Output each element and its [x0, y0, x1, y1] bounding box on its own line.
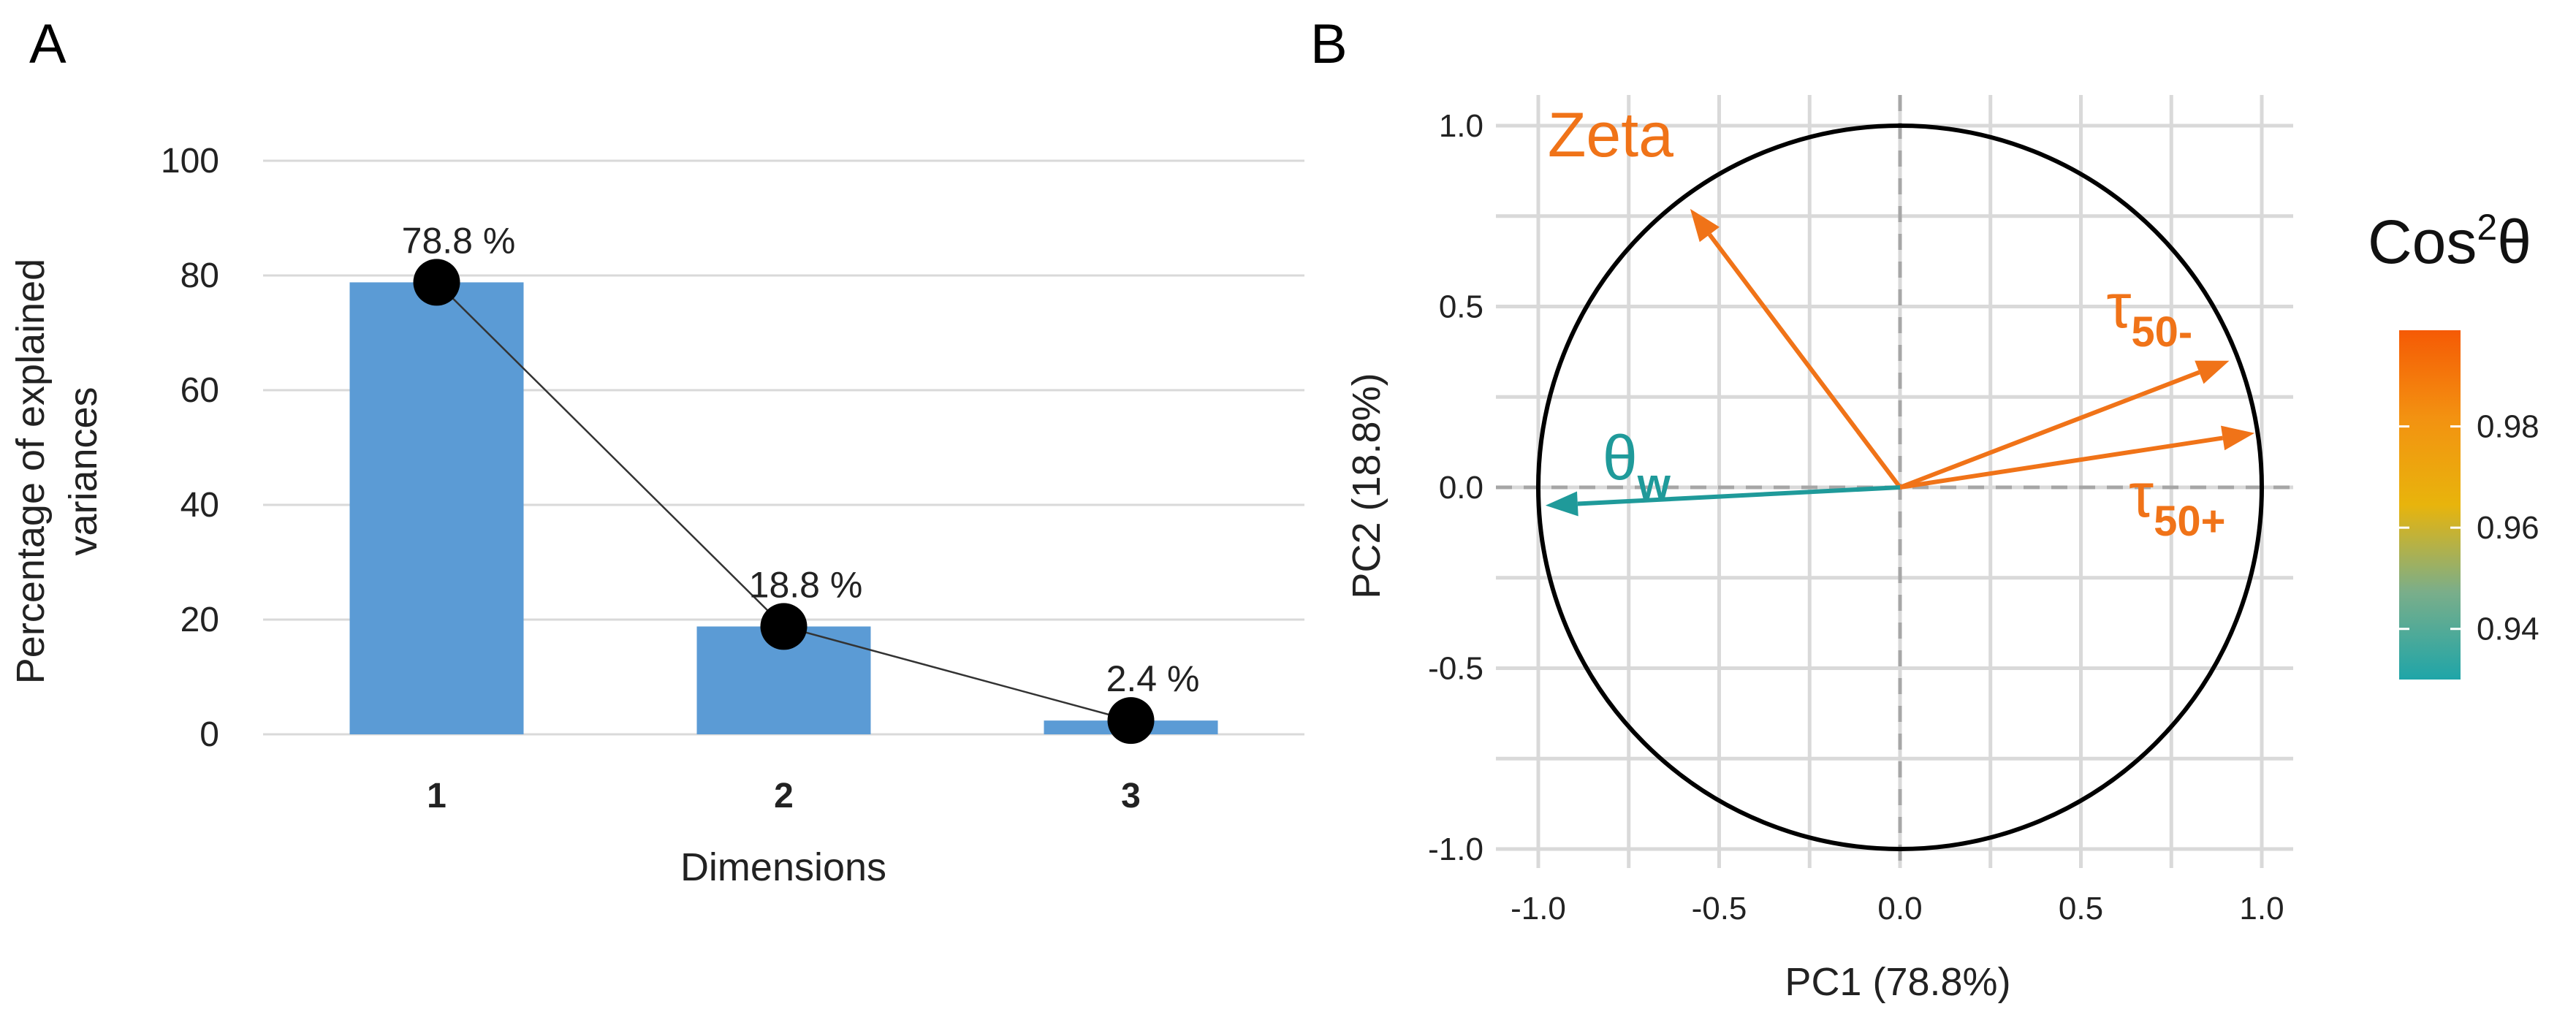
panel-b-y-tick-label: 1.0: [1439, 108, 1483, 144]
legend-tick-label: 0.94: [2477, 612, 2539, 647]
panel-a-bars: [349, 282, 1218, 734]
panel-b-x-axis-label: PC1 (78.8%): [1785, 960, 2010, 1004]
panel-a-y-tick-labels: 0 20 40 60 80 100: [161, 142, 219, 754]
bar-value-label: 78.8 %: [402, 220, 516, 261]
panel-a-y-tick-label: 80: [181, 256, 219, 295]
variable-label: τ50-: [2106, 271, 2192, 356]
legend-ticks: 0.98 0.96 0.94: [2399, 409, 2539, 647]
panel-a-x-axis-label: Dimensions: [680, 845, 886, 889]
panel-a-y-tick-label: 60: [181, 371, 219, 410]
variable-label: θw: [1603, 423, 1671, 508]
panel-a-value-labels: 78.8 % 18.8 % 2.4 %: [402, 220, 1200, 699]
panel-a-y-tick-label: 0: [200, 715, 219, 754]
cos2-legend: Cos2θ 0.98 0.96 0.94: [2368, 207, 2539, 680]
panel-b-x-tick-label: -1.0: [1511, 891, 1566, 926]
panel-a-y-tick-label: 100: [161, 142, 219, 180]
variable-arrow-head: [1545, 491, 1578, 517]
value-marker: [413, 259, 460, 306]
variable-arrow-shaft: [1899, 370, 2200, 490]
category-label: 2: [774, 777, 794, 815]
category-label: 3: [1121, 777, 1141, 815]
panel-a-y-tick-label: 20: [181, 601, 219, 639]
panel-a-markers: [413, 259, 1155, 745]
panel-a-y-tick-label: 40: [181, 486, 219, 525]
variable-arrow-head: [2195, 360, 2230, 384]
panel-b-variable-labels: Zeta τ50- τ50+ θw: [1548, 100, 2226, 545]
bar-value-label: 2.4 %: [1106, 658, 1200, 699]
legend-title: Cos2θ: [2368, 207, 2531, 276]
panel-a-category-labels: 1 2 3: [427, 777, 1141, 815]
panel-a-y-axis-label-line2: variances: [61, 387, 105, 555]
panel-b-y-tick-label: 0.0: [1439, 470, 1483, 506]
correlation-circle: [1536, 123, 2264, 851]
variable-arrow-head: [1690, 208, 1720, 243]
panel-b-x-tick-labels: -1.0 -0.5 0.0 0.5 1.0: [1511, 891, 2284, 926]
panel-a: A 0 20 40 60 80 100 Percentage of explained v…: [9, 13, 1304, 889]
panel-b-y-tick-label: 0.5: [1439, 289, 1483, 325]
variable-arrow-shaft: [1899, 435, 2224, 490]
panel-b-y-tick-labels: -1.0 -0.5 0.0 0.5 1.0: [1428, 108, 1483, 867]
variable-label: Zeta: [1548, 100, 1673, 170]
panel-b-x-tick-label: 0.5: [2059, 891, 2103, 926]
panel-b-y-tick-label: -0.5: [1428, 651, 1483, 687]
value-marker: [1107, 697, 1155, 745]
variable-arrow-shaft: [1707, 233, 1902, 489]
variable-arrow-head: [2221, 425, 2255, 451]
panel-b-y-tick-label: -1.0: [1428, 831, 1483, 867]
panel-b-y-axis-label: PC2 (18.8%): [1345, 373, 1388, 598]
legend-tick-label: 0.96: [2477, 510, 2539, 546]
panel-b-x-tick-label: 0.0: [1877, 891, 1922, 926]
panel-b-variable-arrows: [1545, 208, 2255, 517]
value-marker: [760, 603, 808, 650]
legend-tick-label: 0.98: [2477, 409, 2539, 445]
panel-a-y-axis-label-line1: Percentage of explained: [9, 259, 53, 684]
panel-b-x-tick-label: -0.5: [1692, 891, 1747, 926]
panel-b-letter: B: [1310, 13, 1348, 75]
panel-a-letter: A: [29, 13, 67, 75]
category-label: 1: [427, 777, 447, 815]
bar-value-label: 18.8 %: [749, 564, 863, 605]
panel-b-x-tick-label: 1.0: [2239, 891, 2284, 926]
bar-dimension-1: [349, 282, 524, 734]
legend-color-bar: [2399, 330, 2461, 680]
variable-label: τ50+: [2129, 460, 2225, 545]
variable-arrow-shaft: [1577, 485, 1901, 506]
